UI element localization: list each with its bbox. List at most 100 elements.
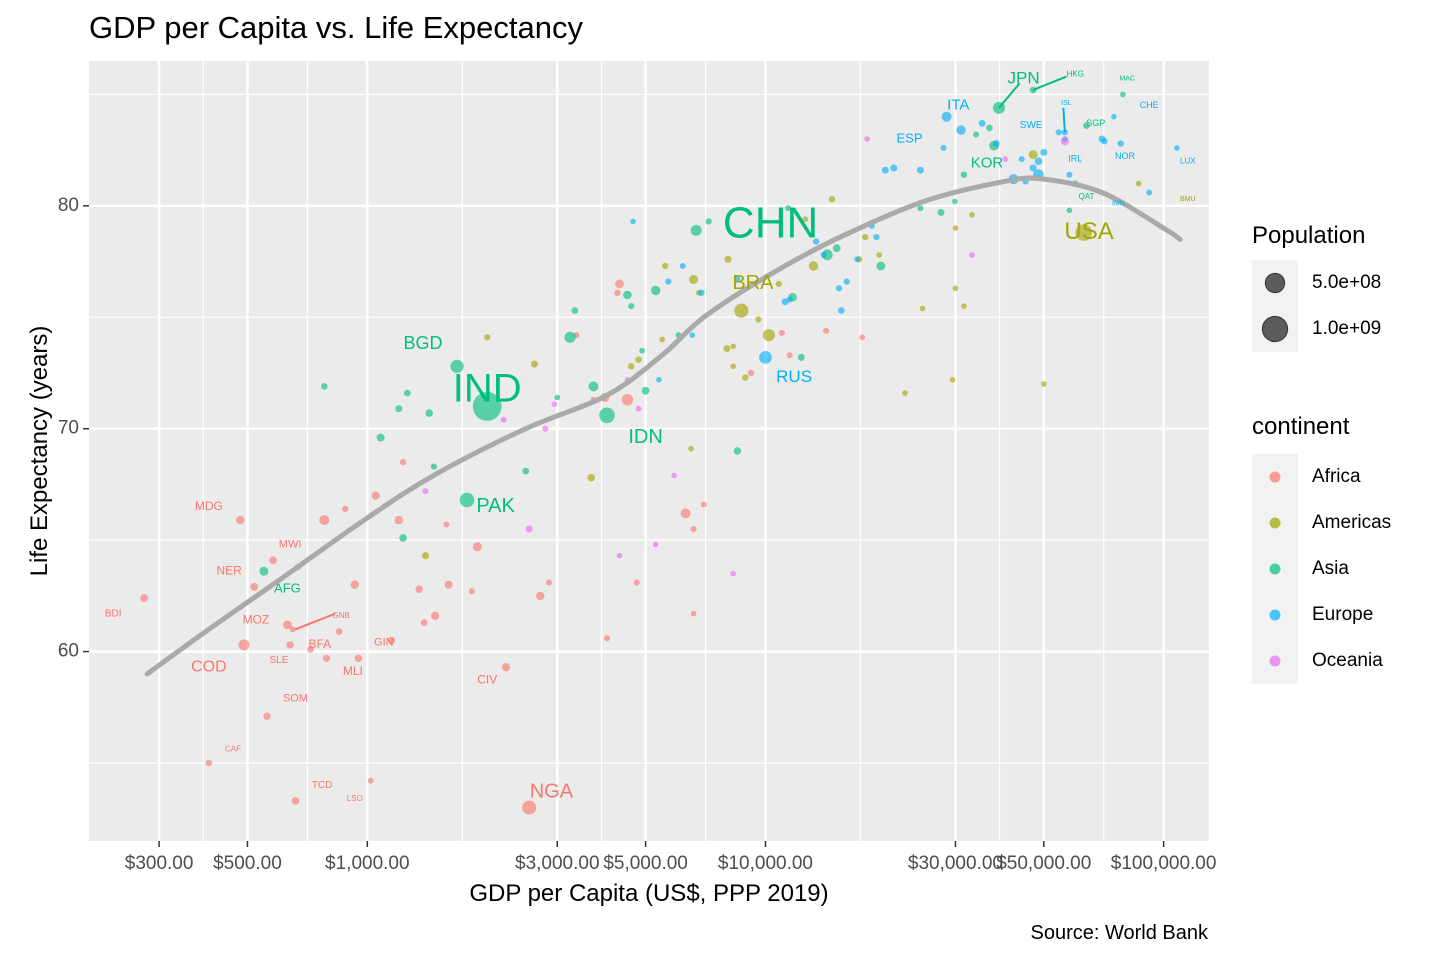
data-point	[431, 611, 440, 621]
data-point	[350, 580, 359, 589]
data-point	[1018, 156, 1025, 163]
data-point	[786, 296, 793, 303]
data-point	[1101, 138, 1108, 145]
data-point	[952, 285, 959, 292]
color-legend-label: Africa	[1312, 466, 1361, 487]
data-point	[422, 488, 429, 495]
data-point	[236, 515, 245, 525]
data-point	[564, 331, 576, 343]
data-point	[890, 164, 898, 172]
point-label: JPN	[1008, 68, 1040, 87]
data-point	[525, 525, 533, 533]
data-point	[628, 303, 635, 310]
data-point	[269, 556, 277, 565]
data-point	[665, 278, 672, 285]
x-tick-label: $50,000.00	[996, 853, 1091, 874]
data-point	[734, 276, 741, 283]
point-label: HKG	[1067, 70, 1084, 79]
data-point	[671, 472, 677, 479]
data-point	[376, 433, 385, 442]
color-legend-label: Europe	[1312, 604, 1373, 625]
point-label: GIN	[374, 637, 394, 649]
data-point	[623, 290, 632, 300]
data-point	[627, 363, 635, 370]
data-point	[551, 401, 558, 408]
data-point	[659, 336, 665, 343]
data-point	[843, 278, 850, 285]
data-point	[289, 626, 296, 633]
data-point	[823, 327, 830, 334]
plot-panel	[89, 61, 1209, 841]
data-point	[621, 394, 634, 406]
data-point	[554, 394, 561, 401]
point-label: BGD	[403, 333, 442, 353]
data-point	[599, 407, 615, 424]
data-point	[259, 566, 269, 576]
x-tick-label: $5,000.00	[603, 853, 688, 874]
label-leader-line	[998, 82, 1021, 109]
data-point	[1028, 150, 1038, 160]
data-point	[472, 542, 482, 552]
point-label: ISL	[1061, 100, 1072, 107]
data-point	[635, 356, 642, 363]
point-label: QAT	[1079, 192, 1095, 201]
x-tick-label: $30,000.00	[908, 853, 1003, 874]
x-tick-label: $500.00	[213, 853, 282, 874]
point-label: IMN	[1112, 200, 1125, 207]
data-point	[500, 416, 507, 423]
data-point	[1146, 189, 1153, 196]
data-point	[1055, 129, 1062, 136]
data-point	[690, 224, 702, 236]
data-point	[1029, 164, 1037, 172]
data-point	[420, 619, 428, 626]
data-point	[700, 501, 707, 508]
leader-lines	[295, 75, 1067, 631]
data-point	[969, 252, 975, 258]
size-legend-label: 1.0e+09	[1312, 318, 1381, 339]
size-legend-label: 5.0e+08	[1312, 272, 1381, 293]
data-point	[395, 405, 403, 413]
data-point	[656, 376, 662, 383]
data-point	[917, 205, 924, 212]
point-label: IDN	[628, 426, 662, 448]
data-point	[680, 508, 691, 519]
data-point	[916, 166, 924, 174]
data-point	[444, 580, 453, 589]
size-legend-key	[1261, 315, 1289, 343]
data-point	[730, 343, 736, 350]
data-point	[633, 579, 640, 586]
data-point	[1066, 171, 1073, 178]
data-point	[1075, 224, 1092, 241]
color-legend-title: continent	[1252, 413, 1350, 440]
data-point	[283, 620, 292, 630]
data-point	[399, 534, 407, 542]
point-label: SGP	[1086, 118, 1105, 128]
data-point	[956, 125, 966, 135]
data-point	[651, 285, 661, 296]
data-point	[835, 285, 843, 292]
data-point	[587, 473, 595, 482]
data-point	[468, 588, 475, 595]
data-point	[430, 463, 437, 470]
data-point	[828, 196, 836, 203]
data-point	[785, 205, 792, 212]
data-point	[940, 144, 947, 151]
source-caption: Source: World Bank	[1030, 922, 1209, 944]
color-legend-label: Asia	[1312, 558, 1349, 579]
data-point	[952, 225, 959, 231]
data-point	[354, 654, 363, 663]
data-point	[747, 369, 755, 377]
color-legend-key	[1269, 655, 1281, 667]
data-point	[616, 552, 623, 559]
data-point	[876, 261, 886, 271]
point-label: MLI	[343, 664, 363, 678]
data-point	[969, 212, 975, 218]
x-axis-label: GDP per Capita (US$, PPP 2019)	[469, 880, 828, 907]
size-legend-title: Population	[1252, 222, 1365, 249]
data-point	[367, 777, 374, 784]
point-label: MOZ	[243, 613, 270, 627]
major-grid	[89, 61, 1209, 841]
x-tick-label: $100,000.00	[1111, 853, 1217, 874]
data-point	[394, 515, 403, 525]
minor-grid	[89, 61, 1209, 841]
